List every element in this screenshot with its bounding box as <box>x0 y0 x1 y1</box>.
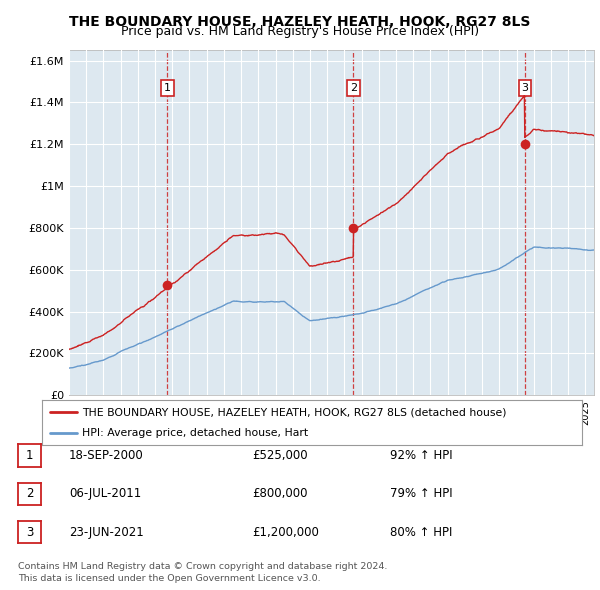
Text: 3: 3 <box>521 83 529 93</box>
Text: 1: 1 <box>26 449 33 462</box>
Text: Contains HM Land Registry data © Crown copyright and database right 2024.
This d: Contains HM Land Registry data © Crown c… <box>18 562 388 583</box>
Text: 1: 1 <box>164 83 171 93</box>
Text: 79% ↑ HPI: 79% ↑ HPI <box>390 487 452 500</box>
Text: £525,000: £525,000 <box>252 449 308 462</box>
Text: THE BOUNDARY HOUSE, HAZELEY HEATH, HOOK, RG27 8LS: THE BOUNDARY HOUSE, HAZELEY HEATH, HOOK,… <box>70 15 530 29</box>
Text: 2: 2 <box>350 83 357 93</box>
Text: 92% ↑ HPI: 92% ↑ HPI <box>390 449 452 462</box>
Text: HPI: Average price, detached house, Hart: HPI: Average price, detached house, Hart <box>83 428 308 438</box>
Text: 3: 3 <box>26 526 33 539</box>
Text: Price paid vs. HM Land Registry's House Price Index (HPI): Price paid vs. HM Land Registry's House … <box>121 25 479 38</box>
Text: £1,200,000: £1,200,000 <box>252 526 319 539</box>
Text: 2: 2 <box>26 487 33 500</box>
Text: 06-JUL-2011: 06-JUL-2011 <box>69 487 141 500</box>
Text: £800,000: £800,000 <box>252 487 308 500</box>
Text: 23-JUN-2021: 23-JUN-2021 <box>69 526 144 539</box>
Text: 80% ↑ HPI: 80% ↑ HPI <box>390 526 452 539</box>
Text: 18-SEP-2000: 18-SEP-2000 <box>69 449 144 462</box>
Text: THE BOUNDARY HOUSE, HAZELEY HEATH, HOOK, RG27 8LS (detached house): THE BOUNDARY HOUSE, HAZELEY HEATH, HOOK,… <box>83 407 507 417</box>
